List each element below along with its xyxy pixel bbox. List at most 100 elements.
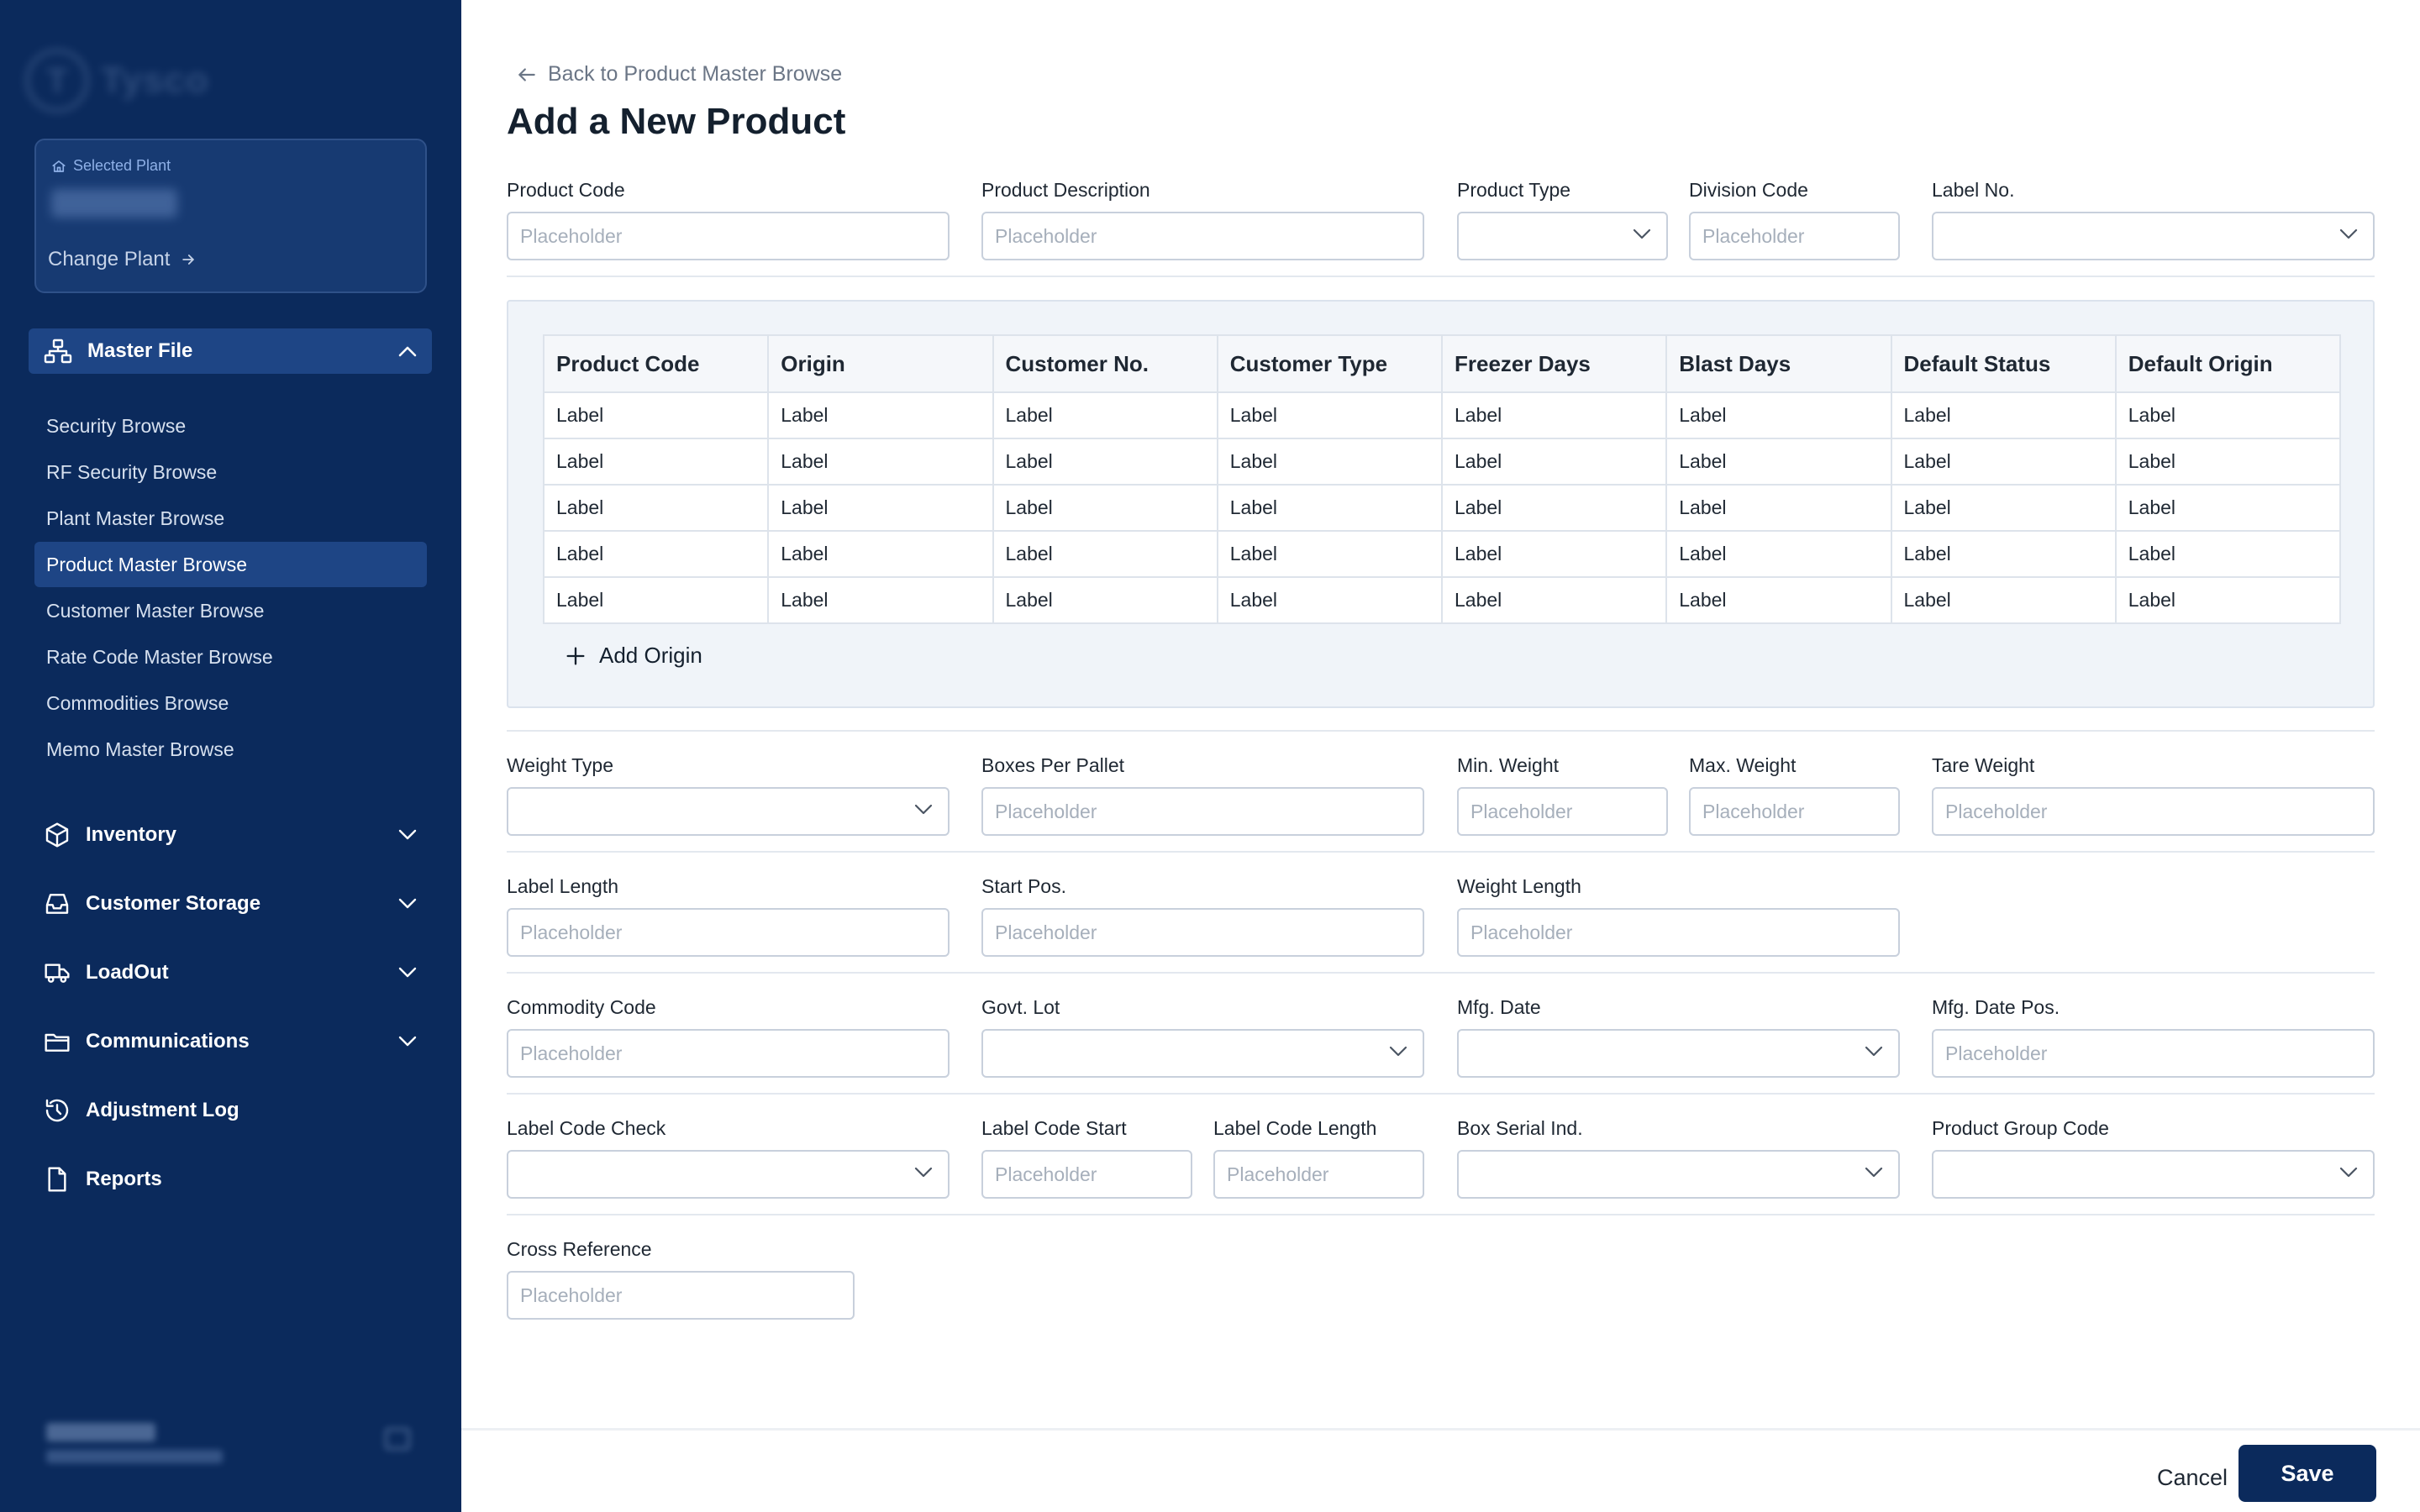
nav-reports-label: Reports (86, 1168, 162, 1190)
table-row[interactable]: Label Label Label Label Label Label Labe… (542, 438, 2342, 486)
product-group-code-field: Product Group Code (1932, 1117, 2375, 1199)
sidebar-item-security-browse[interactable]: Security Browse (46, 414, 187, 437)
product-type-select[interactable] (1457, 212, 1668, 260)
weight-length-input[interactable] (1457, 908, 1900, 957)
division-code-input[interactable] (1689, 212, 1900, 260)
min-weight-field: Min. Weight (1457, 754, 1668, 836)
nav-master-file[interactable]: Master File (29, 328, 432, 374)
sidebar-item-product-master-browse[interactable]: Product Master Browse (34, 542, 427, 587)
table-cell: Label (767, 576, 994, 624)
nav-reports[interactable]: Reports (29, 1145, 432, 1214)
form-footer: Cancel Save (461, 1428, 2420, 1512)
table-cell: Label (992, 530, 1218, 578)
product-code-input[interactable] (507, 212, 950, 260)
label-code-check-select[interactable] (507, 1150, 950, 1199)
chevron-down-icon (398, 898, 417, 909)
chevron-down-icon (914, 1167, 933, 1178)
selected-plant-label: Selected Plant (73, 157, 171, 174)
table-cell: Label (2114, 438, 2342, 486)
label-code-length-input[interactable] (1213, 1150, 1424, 1199)
table-row[interactable]: Label Label Label Label Label Label Labe… (542, 530, 2342, 578)
product-group-code-select[interactable] (1932, 1150, 2375, 1199)
label-length-field: Label Length (507, 875, 950, 957)
logout-icon[interactable] (385, 1428, 410, 1450)
cross-reference-input[interactable] (507, 1271, 855, 1320)
mfg-date-pos-input[interactable] (1932, 1029, 2375, 1078)
table-row[interactable]: Label Label Label Label Label Label Labe… (542, 576, 2342, 624)
sidebar-item-rf-security-browse[interactable]: RF Security Browse (46, 460, 218, 483)
chevron-down-icon (1865, 1046, 1883, 1057)
table-row[interactable]: Label Label Label Label Label Label Labe… (542, 484, 2342, 532)
box-serial-ind-select[interactable] (1457, 1150, 1900, 1199)
table-cell: Label (992, 391, 1218, 439)
start-pos-input[interactable] (981, 908, 1424, 957)
mfg-date-select[interactable] (1457, 1029, 1900, 1078)
table-row[interactable]: Label Label Label Label Label Label Labe… (542, 391, 2342, 439)
min-weight-label: Min. Weight (1457, 754, 1560, 776)
logo-mark: T (25, 49, 89, 113)
weight-type-select[interactable] (507, 787, 950, 836)
tare-weight-label: Tare Weight (1932, 754, 2035, 776)
chevron-down-icon (398, 967, 417, 978)
table-cell: Label (1890, 391, 2117, 439)
back-link[interactable]: Back to Product Master Browse (516, 62, 842, 87)
mfg-date-field: Mfg. Date (1457, 996, 1900, 1078)
sidebar: T Tysco Selected Plant Change Plant Mast… (0, 0, 461, 1512)
table-cell: Label (767, 438, 994, 486)
label-code-check-label: Label Code Check (507, 1117, 666, 1139)
user-email (46, 1450, 223, 1463)
govt-lot-field: Govt. Lot (981, 996, 1424, 1078)
nav-inventory[interactable]: Inventory (29, 801, 432, 869)
table-cell: Label (2114, 391, 2342, 439)
govt-lot-select[interactable] (981, 1029, 1424, 1078)
history-icon (45, 1099, 69, 1122)
table-cell: Label (1665, 391, 1892, 439)
nav-customer-storage[interactable]: Customer Storage (29, 869, 432, 938)
max-weight-input[interactable] (1689, 787, 1900, 836)
nav-loadout[interactable]: LoadOut (29, 938, 432, 1007)
brand-logo[interactable]: T Tysco (25, 49, 209, 113)
nav-adjustment-log[interactable]: Adjustment Log (29, 1076, 432, 1145)
table-cell: Label (1890, 438, 2117, 486)
label-no-label: Label No. (1932, 179, 2015, 201)
table-cell: Label (542, 391, 770, 439)
sidebar-item-commodities-browse[interactable]: Commodities Browse (46, 691, 229, 714)
sidebar-item-rate-code-master-browse[interactable]: Rate Code Master Browse (46, 645, 273, 668)
tare-weight-input[interactable] (1932, 787, 2375, 836)
user-profile[interactable] (34, 1411, 427, 1478)
label-code-start-input[interactable] (981, 1150, 1192, 1199)
commodity-code-input[interactable] (507, 1029, 950, 1078)
column-header-default-status: Default Status (1890, 334, 2117, 393)
boxes-per-pallet-input[interactable] (981, 787, 1424, 836)
table-cell: Label (2114, 484, 2342, 532)
column-header-customer-type: Customer Type (1216, 334, 1444, 393)
cancel-button[interactable]: Cancel (2129, 1449, 2255, 1506)
min-weight-input[interactable] (1457, 787, 1668, 836)
nav-customer-storage-label: Customer Storage (86, 892, 261, 915)
sidebar-item-plant-master-browse[interactable]: Plant Master Browse (46, 507, 225, 529)
label-length-label: Label Length (507, 875, 619, 897)
sidebar-item-memo-master-browse[interactable]: Memo Master Browse (46, 738, 234, 760)
commodity-code-field: Commodity Code (507, 996, 950, 1078)
chevron-up-icon (398, 346, 417, 357)
table-cell: Label (1216, 438, 1444, 486)
nav-communications[interactable]: Communications (29, 1007, 432, 1076)
label-code-length-field: Label Code Length (1213, 1117, 1424, 1199)
table-cell: Label (992, 484, 1218, 532)
table-cell: Label (767, 484, 994, 532)
label-no-select[interactable] (1932, 212, 2375, 260)
file-icon (48, 1167, 66, 1192)
save-button[interactable]: Save (2238, 1445, 2376, 1502)
chevron-down-icon (914, 804, 933, 815)
change-plant-button[interactable]: Change Plant (48, 248, 197, 271)
add-origin-button[interactable]: Add Origin (564, 643, 702, 669)
sidebar-item-customer-master-browse[interactable]: Customer Master Browse (46, 599, 265, 622)
division-code-label: Division Code (1689, 179, 1808, 201)
label-length-input[interactable] (507, 908, 950, 957)
table-cell: Label (1216, 484, 1444, 532)
product-description-input[interactable] (981, 212, 1424, 260)
divider (507, 851, 2375, 853)
chevron-down-icon (1633, 228, 1651, 239)
inbox-icon (45, 894, 69, 914)
box-serial-ind-field: Box Serial Ind. (1457, 1117, 1900, 1199)
